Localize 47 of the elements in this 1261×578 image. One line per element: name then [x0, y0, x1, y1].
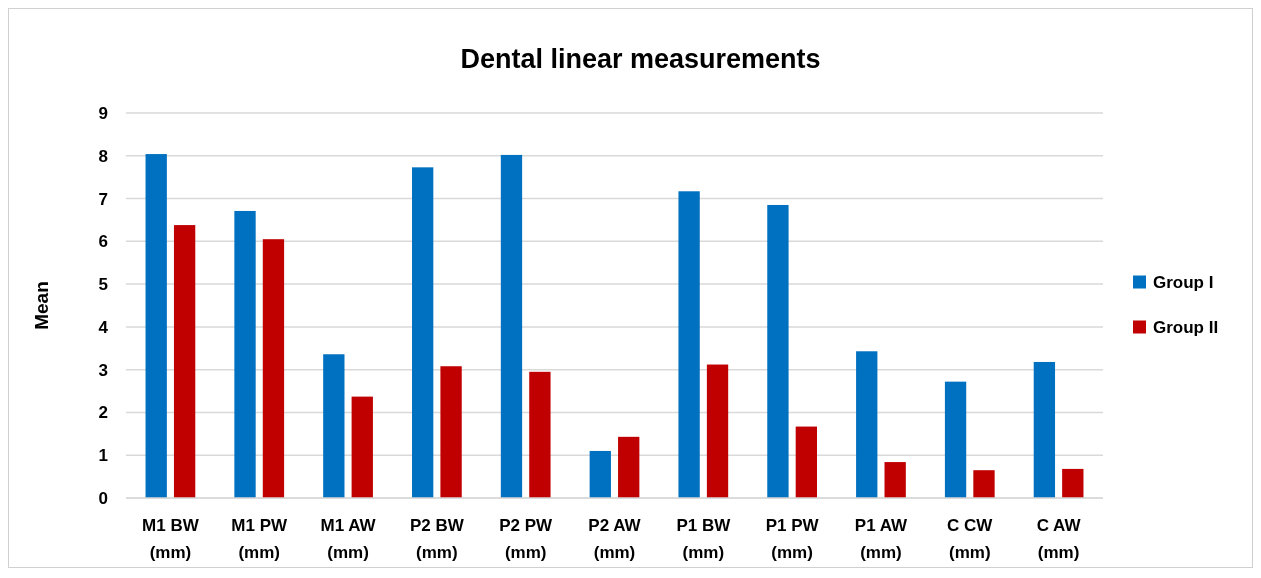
bar: [678, 191, 700, 498]
bar: [589, 450, 611, 498]
y-tick-label: 5: [98, 275, 108, 295]
x-tick-label: C AW (mm): [1036, 516, 1082, 562]
y-tick-label: 2: [98, 403, 108, 423]
bar: [262, 239, 285, 498]
x-tick-label: M1 BW (mm): [142, 516, 200, 562]
bar: [412, 167, 434, 498]
x-tick-label: M1 PW (mm): [231, 516, 289, 562]
legend-label: Group II: [1153, 318, 1219, 338]
y-tick-label: 9: [98, 103, 108, 123]
bar: [973, 470, 995, 498]
bar: [145, 154, 167, 498]
x-tick-label: P1 PW (mm): [765, 516, 820, 562]
bar: [795, 426, 818, 498]
bar: [1033, 361, 1056, 498]
bar: [944, 381, 967, 498]
bar: [706, 364, 729, 498]
x-tick-label: P2 AW (mm): [588, 516, 642, 562]
y-tick-label: 6: [98, 232, 108, 252]
bar: [529, 371, 551, 498]
bar: [234, 210, 256, 498]
bar: [1062, 468, 1084, 498]
y-tick-label: 0: [98, 488, 108, 508]
bar: [173, 225, 196, 498]
bar: [884, 462, 906, 498]
y-tick-label: 1: [98, 446, 108, 466]
y-tick-label: 3: [98, 360, 108, 380]
x-tick-label: P2 BW (mm): [409, 516, 465, 562]
x-tick-label: P1 BW (mm): [676, 516, 732, 562]
bar: [767, 204, 789, 498]
bar: [500, 154, 523, 498]
x-tick-label: M1 AW (mm): [320, 516, 377, 562]
y-tick-label: 8: [98, 146, 108, 166]
legend-label: Group I: [1153, 273, 1214, 293]
bar: [351, 396, 373, 498]
bar: [440, 366, 462, 498]
x-tick-label: C CW (mm): [947, 516, 994, 562]
x-tick-label: P2 PW (mm): [499, 516, 554, 562]
bar: [323, 354, 345, 498]
bar: [618, 436, 640, 498]
y-axis-title: Mean: [31, 281, 52, 330]
y-tick-label: 4: [98, 317, 109, 337]
chart-title: Dental linear measurements: [460, 44, 821, 74]
x-tick-label: P1 AW (mm): [854, 516, 909, 562]
bar: [856, 351, 878, 498]
y-tick-label: 7: [98, 189, 108, 209]
